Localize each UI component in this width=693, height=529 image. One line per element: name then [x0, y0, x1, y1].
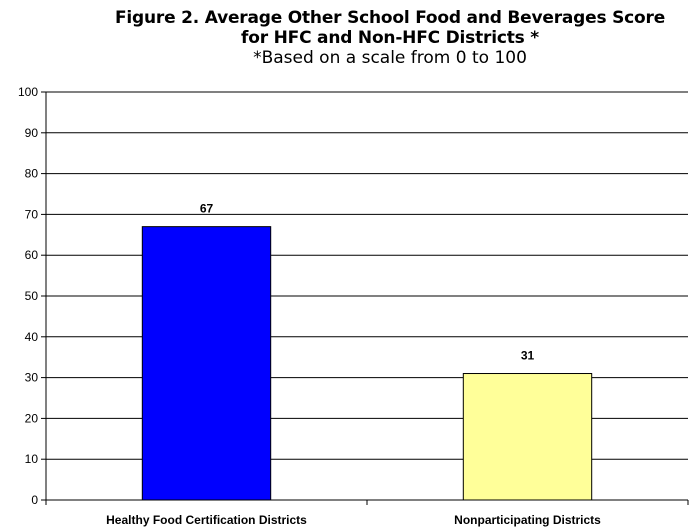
y-tick-label: 60 [25, 248, 39, 262]
chart-title-line2: for HFC and Non-HFC Districts * [241, 28, 539, 48]
category-label: Healthy Food Certification Districts [106, 513, 307, 527]
y-tick-label: 20 [25, 411, 39, 425]
data-label: 67 [200, 202, 214, 216]
y-tick-label: 50 [25, 289, 39, 303]
y-tick-label: 80 [25, 167, 39, 181]
bar[interactable] [141, 226, 272, 501]
chart-title: Figure 2. Average Other School Food and … [114, 8, 666, 28]
y-tick-label: 40 [25, 330, 39, 344]
y-tick-label: 30 [25, 371, 39, 385]
y-tick-label: 90 [25, 126, 39, 140]
category-label: Nonparticipating Districts [454, 513, 601, 527]
data-label: 31 [521, 349, 535, 363]
y-tick-label: 0 [31, 493, 38, 507]
chart-subtitle: *Based on a scale from 0 to 100 [253, 48, 527, 68]
y-tick-label: 100 [18, 85, 38, 99]
y-tick-label: 10 [25, 452, 39, 466]
y-tick-label: 70 [25, 207, 39, 221]
bar[interactable] [462, 373, 593, 501]
